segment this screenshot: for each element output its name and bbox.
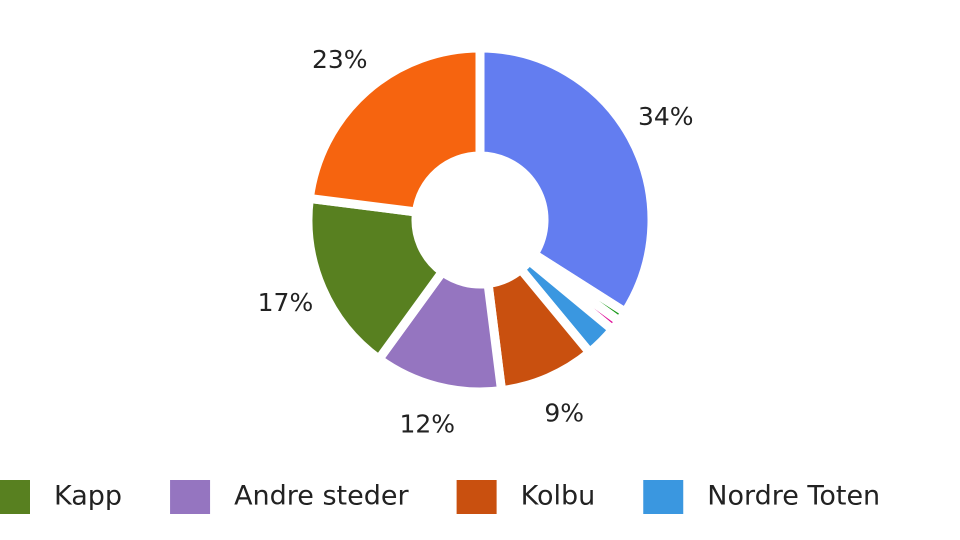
legend-swatch	[170, 480, 211, 514]
slice	[475, 43, 657, 317]
data-label: 23%	[312, 45, 368, 74]
data-label: 12%	[399, 409, 455, 438]
legend-swatch	[643, 480, 684, 514]
slice	[303, 193, 447, 364]
slice	[304, 43, 485, 217]
legend-label: Kolbu	[521, 481, 596, 512]
legend-label: Kapp	[54, 481, 122, 512]
legend-swatch	[456, 480, 497, 514]
data-label: 34%	[638, 102, 694, 131]
legend-label: Nordre Toten	[707, 481, 880, 512]
legend-swatch	[0, 480, 30, 514]
data-label: 9%	[544, 399, 584, 428]
legend-label: Andre steder	[234, 481, 409, 512]
data-label: 17%	[258, 288, 314, 317]
